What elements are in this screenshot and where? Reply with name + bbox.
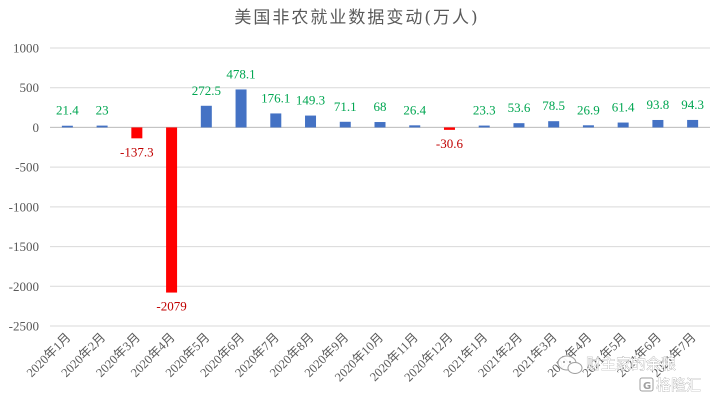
bar <box>687 119 699 128</box>
data-label: 26.9 <box>577 102 600 117</box>
bar <box>339 121 351 128</box>
y-tick-label: -2500 <box>9 319 39 334</box>
data-label: 21.4 <box>56 103 79 118</box>
watermark: 财主家的余粮 G 格隆汇 <box>557 355 701 394</box>
bar <box>409 125 421 128</box>
bar <box>443 127 455 130</box>
bars <box>61 89 699 293</box>
bar <box>513 123 525 128</box>
wechat-icon <box>557 355 583 374</box>
bar <box>96 125 108 128</box>
watermark-account: 财主家的余粮 <box>586 355 676 373</box>
y-tick-label: -1000 <box>9 199 39 214</box>
data-label: 94.3 <box>681 97 704 112</box>
data-label: 93.8 <box>647 97 670 112</box>
data-label: 78.5 <box>542 98 565 113</box>
svg-text:G: G <box>643 381 651 392</box>
y-axis-ticks: 1000 500 0 -500 -1000 -1500 -2000 -2500 <box>9 41 39 334</box>
bar <box>235 89 247 128</box>
bar <box>548 121 560 128</box>
bar <box>270 113 282 128</box>
data-label: 272.5 <box>192 83 221 98</box>
bar <box>166 127 178 293</box>
chart-title: 美国非农就业数据变动(万人) <box>234 8 479 28</box>
y-tick-label: 500 <box>20 80 40 95</box>
bar <box>200 105 212 128</box>
data-label: 149.3 <box>296 93 325 108</box>
y-tick-label: -1500 <box>9 239 39 254</box>
data-label: 478.1 <box>226 66 255 81</box>
bar <box>478 125 490 128</box>
bar <box>61 125 73 128</box>
bar <box>131 127 143 139</box>
data-label: 23 <box>96 103 109 118</box>
data-label: 176.1 <box>261 90 290 105</box>
data-label: -137.3 <box>120 144 154 159</box>
bar <box>374 122 386 128</box>
data-label: 61.4 <box>612 100 635 115</box>
y-tick-label: -500 <box>15 160 39 175</box>
y-tick-label: -2000 <box>9 279 39 294</box>
gelonghui-logo-icon: G <box>639 377 654 392</box>
data-label: 68 <box>374 99 387 114</box>
data-label: 26.4 <box>403 102 426 117</box>
bar <box>582 125 594 128</box>
watermark-brand: 格隆汇 <box>656 376 701 394</box>
data-labels: 21.4 23 -137.3 -2079 272.5 478.1 176.1 149.3 71.… <box>56 66 704 313</box>
bar <box>617 122 629 128</box>
data-label: 71.1 <box>334 99 357 114</box>
bar <box>305 115 317 128</box>
data-label: -2079 <box>156 299 186 314</box>
data-label: 53.6 <box>508 100 531 115</box>
data-label: 23.3 <box>473 103 496 118</box>
y-tick-label: 1000 <box>13 41 39 56</box>
gridlines <box>50 47 710 327</box>
bar <box>652 119 664 128</box>
y-tick-label: 0 <box>33 120 40 135</box>
data-label: -30.6 <box>436 136 464 151</box>
